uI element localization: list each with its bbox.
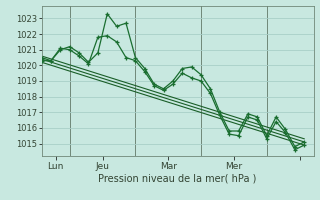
X-axis label: Pression niveau de la mer( hPa ): Pression niveau de la mer( hPa ) (99, 173, 257, 183)
